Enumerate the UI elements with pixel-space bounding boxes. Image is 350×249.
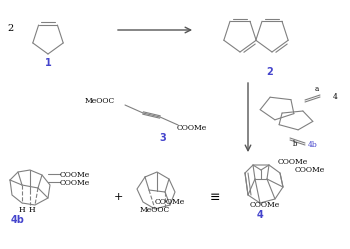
Text: 4b: 4b	[11, 215, 25, 225]
Text: +: +	[113, 192, 123, 202]
Text: H: H	[19, 206, 25, 214]
Text: 2: 2	[267, 67, 273, 77]
Text: a: a	[315, 85, 319, 93]
Text: MeOOC: MeOOC	[85, 97, 115, 105]
Text: 1: 1	[45, 58, 51, 68]
Text: b: b	[293, 140, 298, 148]
Text: 2: 2	[7, 23, 13, 33]
Text: ≡: ≡	[210, 190, 220, 203]
Text: MeOOC: MeOOC	[140, 206, 170, 214]
Text: COOMe: COOMe	[278, 158, 308, 166]
Text: COOMe: COOMe	[60, 179, 90, 187]
Text: COOMe: COOMe	[177, 124, 207, 132]
Text: 4: 4	[333, 93, 338, 101]
Text: COOMe: COOMe	[155, 198, 185, 206]
Text: 4b: 4b	[308, 141, 318, 149]
Text: 3: 3	[160, 133, 166, 143]
Text: 4: 4	[257, 210, 263, 220]
Text: COOMe: COOMe	[60, 171, 90, 179]
Text: COOMe: COOMe	[250, 201, 280, 209]
Text: COOMe: COOMe	[295, 166, 325, 174]
Text: H: H	[29, 206, 35, 214]
